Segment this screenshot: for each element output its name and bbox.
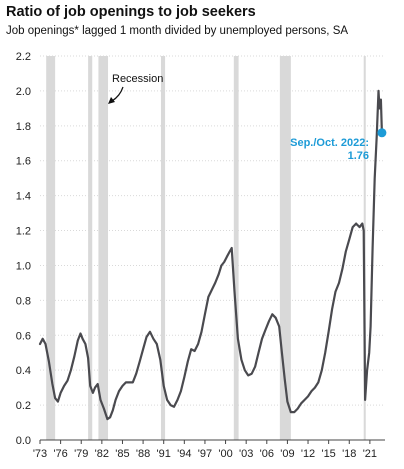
x-tick-label: '94	[177, 448, 191, 460]
chart-subtitle: Job openings* lagged 1 month divided by …	[6, 25, 349, 37]
x-tick-label: '76	[53, 448, 67, 460]
recession-annotation-arrow	[111, 86, 124, 102]
y-tick-label: 1.8	[16, 121, 31, 133]
x-tick-label: '82	[95, 448, 109, 460]
y-tick-label: 1.6	[16, 156, 31, 168]
recession-band-5	[279, 56, 291, 440]
y-tick-label: 2.2	[16, 51, 31, 63]
recession-arrowhead-icon	[108, 97, 115, 104]
y-tick-label: 0.4	[16, 365, 31, 377]
x-tick-label: '03	[239, 448, 253, 460]
recession-annotation-label: Recession	[112, 73, 163, 85]
recession-band-1	[88, 56, 93, 440]
y-tick-label: 0.2	[16, 400, 31, 412]
x-tick-label: '15	[321, 448, 335, 460]
series-line-0	[38, 89, 383, 421]
x-tick-label: '09	[280, 448, 294, 460]
latest-value-marker	[377, 128, 387, 138]
recession-band-3	[160, 56, 166, 440]
latest-value-label-number: 1.76	[348, 150, 369, 162]
y-tick-label: 1.0	[16, 260, 31, 272]
x-tick-label: '21	[363, 448, 377, 460]
x-axis-ticks: '73 '76 '79 '82 '85 '88 '91 '94 '97 '00 '03 '06 '09 '…	[33, 440, 377, 460]
x-tick-label: '12	[301, 448, 315, 460]
y-tick-label: 1.2	[16, 226, 31, 238]
series-layer	[38, 89, 387, 421]
gridlines	[40, 55, 385, 406]
annotations: Recession Sep./Oct. 2022: 1.76	[108, 73, 369, 162]
x-tick-label: '00	[218, 448, 232, 460]
y-tick-label: 0.8	[16, 295, 31, 307]
recession-band-2	[98, 56, 109, 440]
y-tick-label: 2.0	[16, 86, 31, 98]
y-axis-ticks: 0.0 0.2 0.4 0.6 0.8 1.0 1.2 1.4 1.6 1.8 2.0 2.2	[16, 51, 31, 447]
recession-band-4	[233, 56, 239, 440]
latest-value-label-date: Sep./Oct. 2022:	[290, 137, 369, 149]
y-tick-label: 1.4	[16, 191, 31, 203]
recession-band-0	[46, 56, 56, 440]
x-tick-label: '91	[157, 448, 171, 460]
x-tick-label: '79	[74, 448, 88, 460]
x-tick-label: '73	[33, 448, 47, 460]
y-tick-label: 0.0	[16, 435, 31, 447]
x-tick-label: '88	[136, 448, 150, 460]
x-tick-label: '06	[260, 448, 274, 460]
x-tick-label: '18	[342, 448, 356, 460]
y-tick-label: 0.6	[16, 330, 31, 342]
chart-title: Ratio of job openings to job seekers	[6, 4, 256, 20]
x-tick-label: '97	[198, 448, 212, 460]
x-tick-label: '85	[115, 448, 129, 460]
